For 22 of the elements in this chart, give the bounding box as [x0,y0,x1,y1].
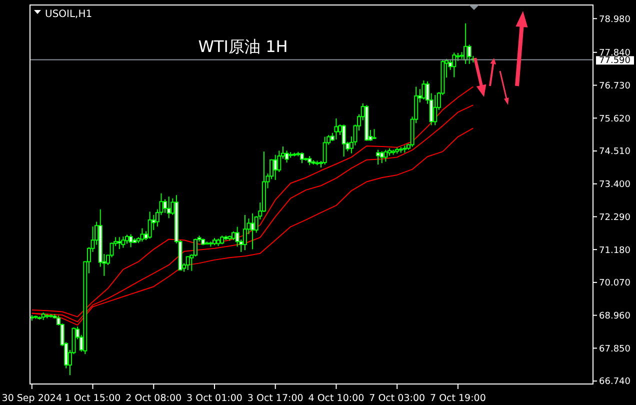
y-tick-label: 74.510 [599,147,631,158]
y-tick-label: 78.980 [599,14,631,25]
ref-line-label: 77.590 [599,56,631,66]
y-tick-label: 71.180 [599,246,631,256]
y-tick-label: 66.740 [599,377,631,388]
y-tick-label: 70.070 [599,278,631,289]
y-tick-label: 76.730 [599,81,631,92]
y-tick-label: 73.400 [599,180,631,190]
x-tick-label: 7 Oct 19:00 [430,393,486,404]
y-tick-label: 67.850 [599,344,631,354]
x-tick-label: 7 Oct 03:00 [369,393,426,404]
x-tick-label: 3 Oct 17:00 [247,393,304,404]
text: WTI原油 1H [198,37,288,56]
x-tick-label: 3 Oct 01:00 [186,393,242,404]
x-tick-label: 2 Oct 08:00 [126,393,182,404]
y-tick-label: 72.290 [599,212,631,223]
annotation: USOIL,H1 [45,9,92,20]
x-tick-label: 30 Sep 2024 [2,393,62,404]
x-tick-label: 4 Oct 10:00 [308,393,364,404]
y-tick-label: 68.960 [599,312,631,322]
y-tick-label: 75.620 [599,114,631,124]
x-tick-label: 1 Oct 15:00 [64,393,121,404]
